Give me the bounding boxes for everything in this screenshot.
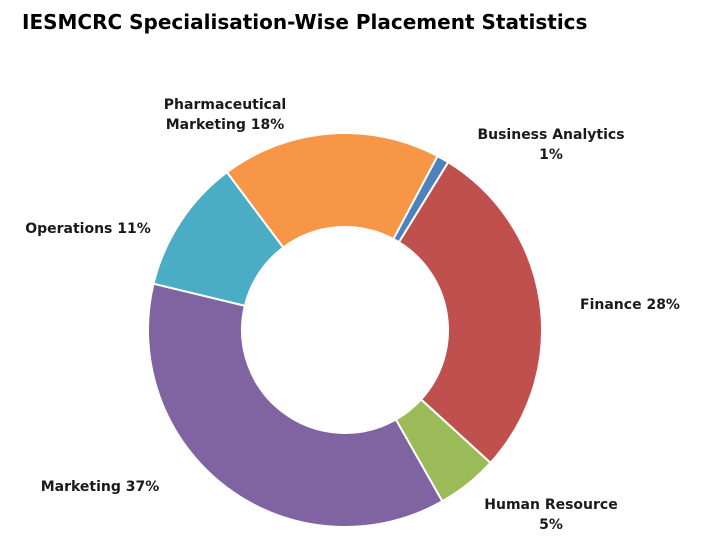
category-label: Pharmaceutical Marketing (163, 97, 287, 133)
slice-label: Human Resource 5% (476, 495, 626, 535)
donut-slice (147, 282, 444, 528)
category-label: Human Resource (484, 497, 618, 513)
value-label: 28% (646, 297, 680, 313)
slice-label: Business Analytics 1% (466, 125, 636, 165)
value-label: 5% (539, 517, 563, 533)
value-label: 37% (125, 479, 160, 495)
donut-slice (225, 132, 439, 249)
category-label: Marketing (40, 479, 121, 495)
slice-label: Operations 11% (18, 219, 158, 239)
slice-label: Finance 28% (570, 295, 690, 315)
slice-label: Marketing 37% (30, 477, 170, 497)
category-label: Business Analytics (477, 127, 625, 143)
value-label: 18% (250, 117, 285, 133)
value-label: 11% (117, 221, 151, 237)
category-label: Operations (25, 221, 113, 237)
donut-slice (397, 160, 543, 465)
value-label: 1% (539, 147, 563, 163)
chart-title: IESMCRC Specialisation-Wise Placement St… (22, 10, 588, 34)
slice-label: Pharmaceutical Marketing 18% (155, 95, 295, 135)
category-label: Finance (580, 297, 642, 313)
